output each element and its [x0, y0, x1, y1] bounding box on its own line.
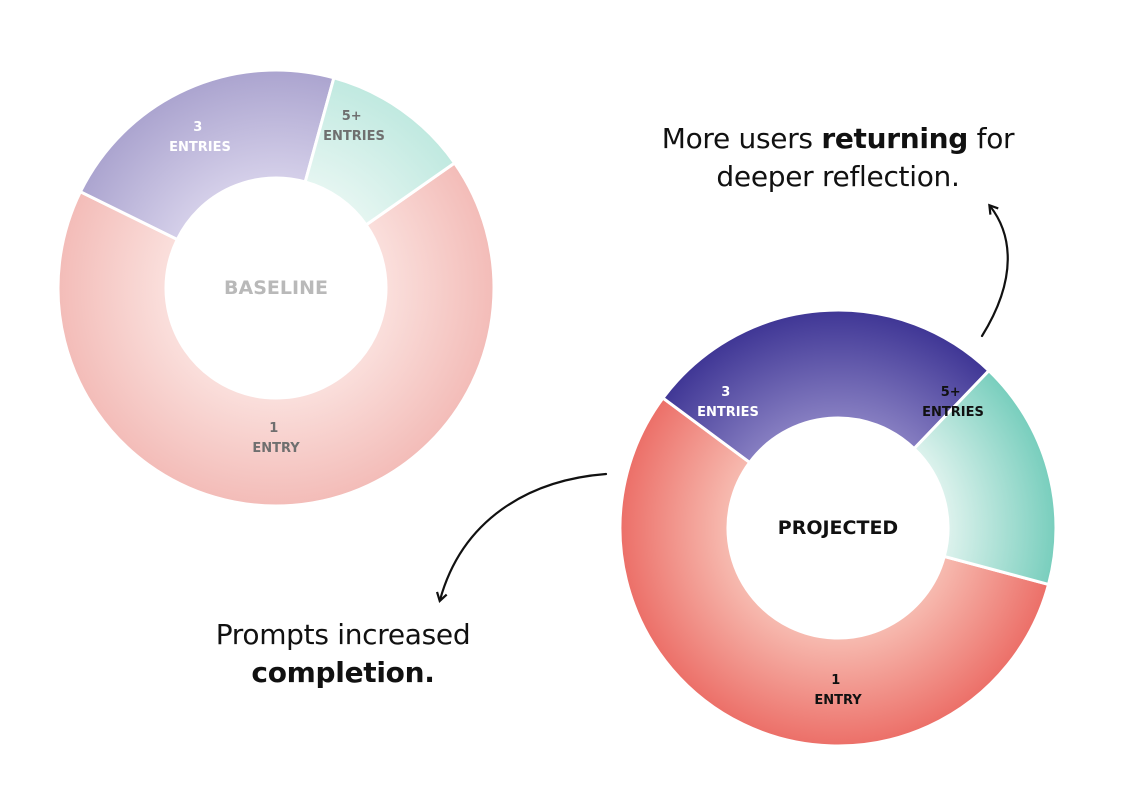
returning-annotation: More users returning for deeper reflecti… — [628, 120, 1048, 196]
projected-slice-1-entry — [618, 395, 1051, 748]
baseline-label-3-entries-line1: 3 — [193, 120, 202, 135]
completion-annotation: Prompts increased completion. — [168, 616, 518, 692]
returning-annotation-emphasis: returning — [821, 122, 969, 155]
baseline-label-1-entry: 1 ENTRY — [252, 421, 300, 456]
baseline-slice-5-plus-entries — [303, 75, 457, 227]
baseline-label-5-plus-entries-line2: ENTRIES — [323, 129, 385, 144]
baseline-donut-chart: BASELINE 1 ENTRY 3 ENTRIES 5+ ENTRIES — [56, 68, 496, 508]
baseline-label-1-entry-line1: 1 — [269, 421, 278, 436]
returning-annotation-text: More users — [661, 122, 822, 155]
projected-center-label: PROJECTED — [778, 517, 898, 539]
projected-label-5-plus-entries-line1: 5+ — [941, 385, 961, 400]
projected-slice-3-entries — [660, 308, 992, 465]
projected-label-3-entries-line1: 3 — [721, 385, 730, 400]
baseline-slice-1-entry — [56, 160, 496, 508]
projected-label-5-plus-entries-line2: ENTRIES — [922, 405, 984, 420]
projected-label-3-entries: 3 ENTRIES — [697, 385, 759, 420]
baseline-slice-3-entries — [78, 68, 336, 242]
projected-label-1-entry: 1 ENTRY — [814, 673, 862, 708]
projected-label-1-entry-line1: 1 — [831, 673, 840, 688]
baseline-label-3-entries-line2: ENTRIES — [169, 140, 231, 155]
completion-annotation-text: Prompts increased — [215, 618, 471, 651]
baseline-label-5-plus-entries: 5+ ENTRIES — [323, 109, 385, 144]
baseline-label-3-entries: 3 ENTRIES — [169, 120, 231, 155]
baseline-label-1-entry-line2: ENTRY — [252, 441, 300, 456]
completion-annotation-emphasis: completion. — [251, 656, 435, 689]
completion-arrow — [435, 472, 608, 603]
baseline-center-label: BASELINE — [224, 277, 328, 299]
projected-label-5-plus-entries: 5+ ENTRIES — [922, 385, 984, 420]
projected-label-1-entry-line2: ENTRY — [814, 693, 862, 708]
returning-arrow — [980, 203, 1009, 338]
projected-slice-5-plus-entries — [912, 368, 1058, 587]
baseline-label-5-plus-entries-line1: 5+ — [342, 109, 362, 124]
projected-donut-chart: PROJECTED 1 ENTRY 3 ENTRIES 5+ ENTRIES — [618, 308, 1058, 748]
projected-label-3-entries-line2: ENTRIES — [697, 405, 759, 420]
returning-annotation-text-end: for deeper reflection. — [716, 122, 1015, 193]
